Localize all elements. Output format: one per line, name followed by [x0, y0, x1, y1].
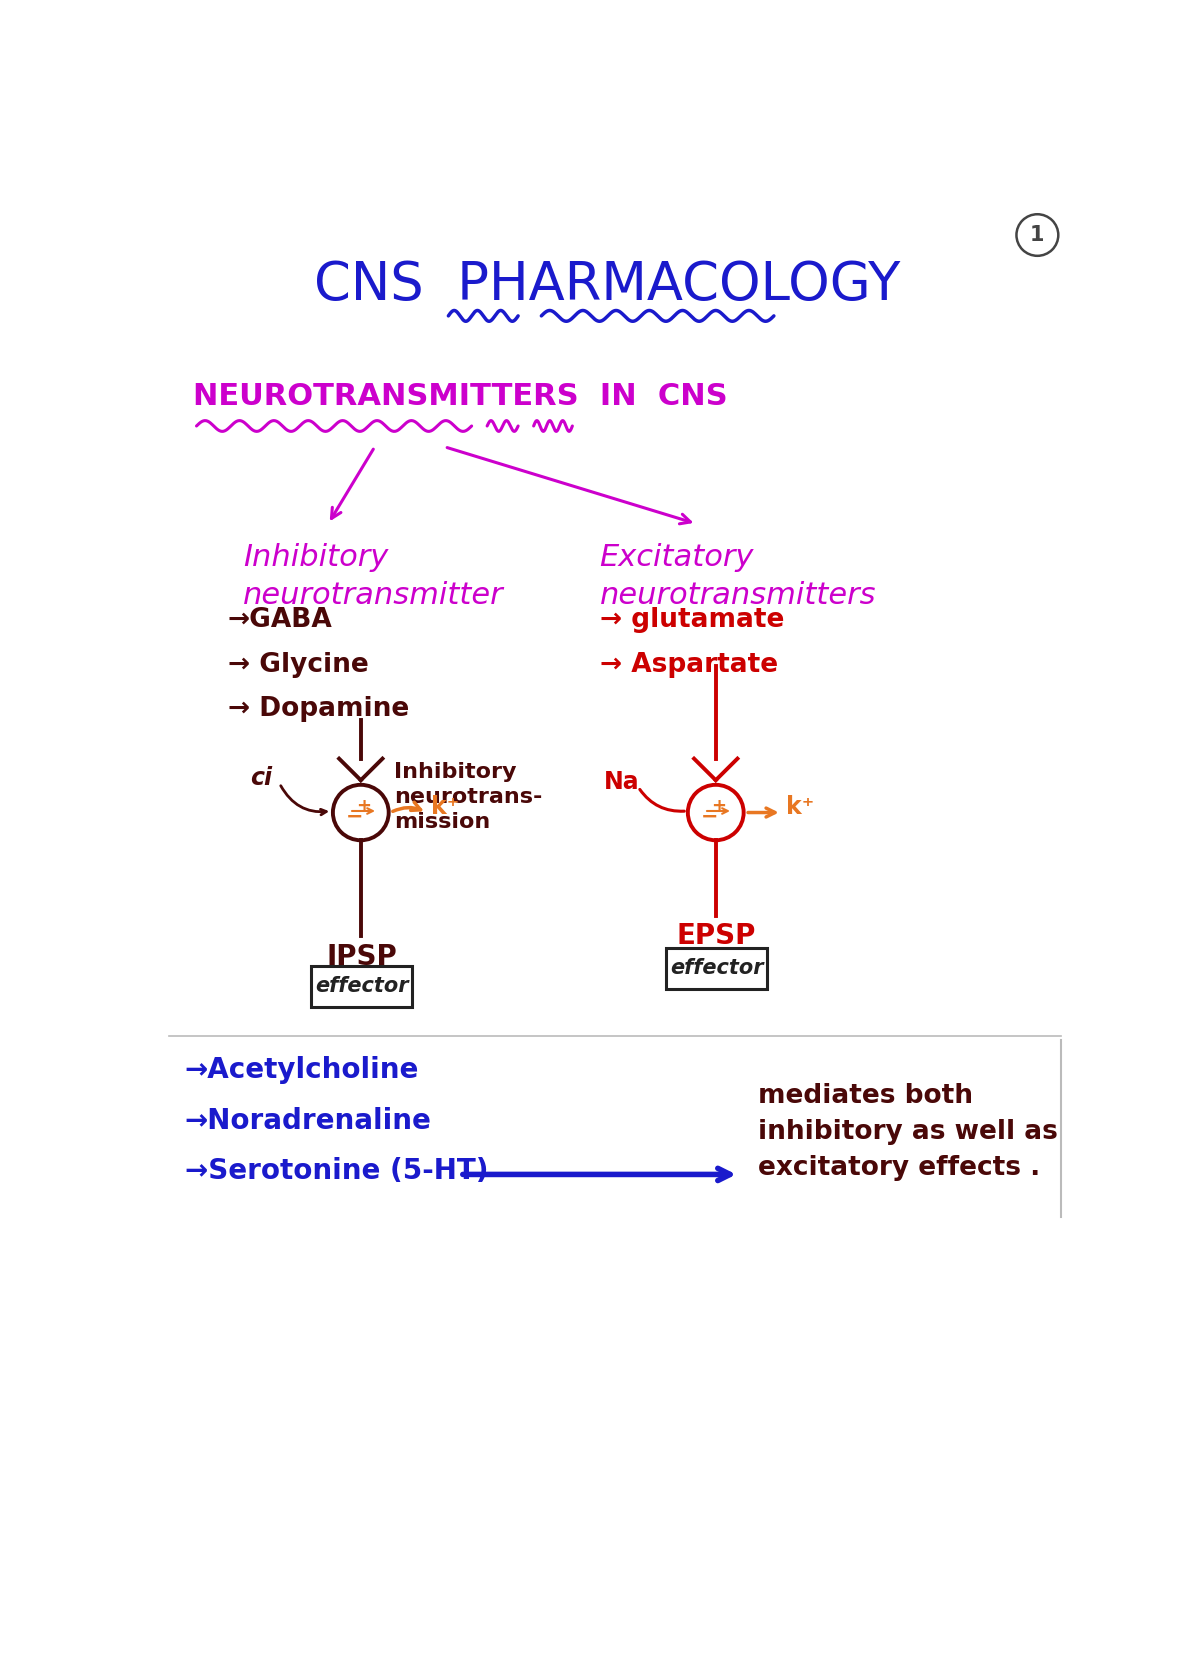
Text: NEUROTRANSMITTERS  IN  CNS: NEUROTRANSMITTERS IN CNS: [193, 383, 727, 411]
Text: k⁺: k⁺: [431, 795, 458, 819]
Text: +: +: [712, 797, 726, 815]
FancyBboxPatch shape: [311, 966, 412, 1006]
Text: Excitatory
neurotransmitters: Excitatory neurotransmitters: [600, 543, 876, 610]
Text: → Dopamine: → Dopamine: [228, 696, 409, 722]
FancyBboxPatch shape: [666, 948, 767, 989]
Text: effector: effector: [670, 958, 763, 978]
Text: Inhibitory
neurotrans-
mission: Inhibitory neurotrans- mission: [394, 762, 542, 832]
Text: →GABA: →GABA: [228, 606, 332, 633]
Text: → glutamate: → glutamate: [600, 606, 784, 633]
Text: −: −: [346, 807, 364, 827]
Text: CNS  PHARMACOLOGY: CNS PHARMACOLOGY: [314, 258, 900, 312]
Text: → Glycine: → Glycine: [228, 651, 368, 678]
Text: effector: effector: [314, 976, 408, 996]
Text: k⁺: k⁺: [786, 795, 814, 819]
Text: +: +: [356, 797, 372, 815]
Text: IPSP: IPSP: [326, 943, 397, 971]
Text: mediates both
inhibitory as well as
excitatory effects .: mediates both inhibitory as well as exci…: [758, 1084, 1058, 1181]
Text: →Serotonine (5-HT): →Serotonine (5-HT): [185, 1157, 488, 1185]
Text: 1: 1: [1030, 225, 1045, 245]
Text: −: −: [701, 807, 719, 827]
Text: →Noradrenaline: →Noradrenaline: [185, 1107, 432, 1135]
Text: Na: Na: [604, 771, 640, 794]
Text: →Acetylcholine: →Acetylcholine: [185, 1057, 419, 1084]
Text: EPSP: EPSP: [676, 921, 756, 949]
Text: ci: ci: [251, 766, 272, 790]
Text: Inhibitory
neurotransmitter: Inhibitory neurotransmitter: [242, 543, 504, 610]
Text: → Aspartate: → Aspartate: [600, 651, 778, 678]
